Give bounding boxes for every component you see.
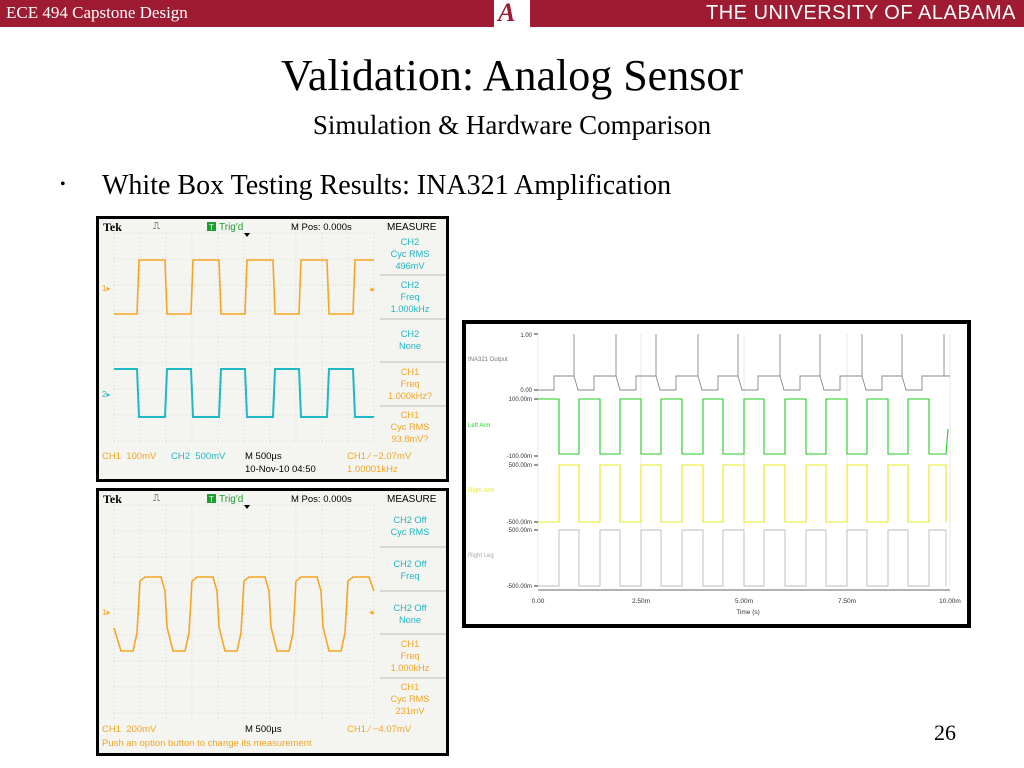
scope1-meas-1-ch: CH2 xyxy=(401,237,419,247)
sim-label-2: Left Arm xyxy=(468,423,490,429)
scope1-meas-2-type: Freq xyxy=(401,292,420,302)
scope1-trigger-icon: ⎍ xyxy=(153,221,160,232)
sim-y-7: 500.00m xyxy=(509,528,532,534)
sim-label-1: INA321 Output xyxy=(468,357,508,363)
oscilloscope-capture-2: Tek ⎍ T Trig'd M Pos: 0.000s MEASURE 1▸ … xyxy=(96,488,449,756)
scope1-meas-3-type: None xyxy=(399,341,421,351)
scope1-t-icon: T xyxy=(209,223,214,232)
scope1-mpos: M Pos: 0.000s xyxy=(291,222,352,233)
header-bar: ECE 494 Capstone Design A THE UNIVERSITY… xyxy=(0,0,1024,27)
sim-y-1: 1.00 xyxy=(520,333,532,339)
scope1-meas-2-ch: CH2 xyxy=(401,280,419,290)
sim-trace-right-arm xyxy=(538,464,947,523)
scope2-meas-3-type: None xyxy=(399,615,421,625)
sim-y-2: 0.00 xyxy=(520,388,532,394)
sim-label-4: Right Leg xyxy=(468,553,494,559)
scope1-meas-3-ch: CH2 xyxy=(401,329,419,339)
sim-y-4: -100.00m xyxy=(507,454,532,460)
scope2-mpos: M Pos: 0.000s xyxy=(291,494,352,505)
sim-y-3: 100.00m xyxy=(509,397,532,403)
sim-trace-right-leg xyxy=(538,529,947,587)
scope2-status: Trig'd xyxy=(219,494,243,505)
scope2-measure-menu: CH2 Off Cyc RMS CH2 Off Freq CH2 Off Non… xyxy=(380,515,446,716)
scope2-meas-4-ch: CH1 xyxy=(401,639,419,649)
svg-text:◂: ◂ xyxy=(369,607,374,617)
scope1-brand: Tek xyxy=(103,220,122,234)
scope2-meas-2-ch: CH2 Off xyxy=(393,559,426,569)
scope1-trigger-level: CH1 ∕ −2.07mV xyxy=(347,451,412,462)
sim-y-6: -500.00m xyxy=(507,520,532,526)
sim-x-tick-3: 5.00m xyxy=(735,598,753,605)
scope2-trigger-level: CH1 ∕ −4.07mV xyxy=(347,724,412,735)
scope2-meas-5-type: Cyc RMS xyxy=(391,694,430,704)
sim-x-label: Time (s) xyxy=(736,609,760,616)
scope2-brand: Tek xyxy=(103,492,122,506)
scope2-t-icon: T xyxy=(209,495,214,504)
scope2-meas-1-ch: CH2 Off xyxy=(393,515,426,525)
university-logo: A xyxy=(494,0,530,27)
scope1-ch2-trace xyxy=(114,368,374,418)
bullet-text: White Box Testing Results: INA321 Amplif… xyxy=(102,170,672,201)
scope1-meas-5-type: Cyc RMS xyxy=(391,422,430,432)
sim-y-8: -500.00m xyxy=(507,584,532,590)
scope2-menu-title: MEASURE xyxy=(387,494,437,505)
scope1-status: Trig'd xyxy=(219,222,243,233)
scope1-meas-4-value: 1.000kHz? xyxy=(388,391,432,401)
scope2-meas-3-ch: CH2 Off xyxy=(393,603,426,613)
scope1-date: 10-Nov-10 04:50 xyxy=(245,464,316,475)
logo-letter: A xyxy=(498,0,516,27)
sim-x-tick-2: 2.50m xyxy=(632,598,650,605)
scope1-meas-1-value: 496mV xyxy=(395,261,425,271)
scope1-measure-menu: CH2 Cyc RMS 496mV CH2 Freq 1.000kHz CH2 … xyxy=(380,237,446,444)
simulation-plot: INA321 Output 1.00 0.00 Left Arm 100.00m… xyxy=(462,320,971,628)
scope2-graticule xyxy=(113,504,375,719)
scope1-meas-2-value: 1.000kHz xyxy=(391,304,430,314)
sim-trace-left-arm xyxy=(538,398,949,455)
scope2-meas-2-type: Freq xyxy=(401,571,420,581)
scope2-meas-4-value: 1.000kHz xyxy=(391,663,430,673)
scope1-ch2-marker: 2▸ xyxy=(102,390,110,399)
scope1-meas-4-ch: CH1 xyxy=(401,367,419,377)
scope2-ch1-trace xyxy=(113,576,375,652)
sim-y-5: 500.00m xyxy=(509,463,532,469)
sim-label-3: Right Arm xyxy=(468,488,494,494)
university-name: THE UNIVERSITY OF ALABAMA xyxy=(706,2,1016,24)
scope2-meas-5-value: 231mV xyxy=(395,706,425,716)
slide-title: Validation: Analog Sensor xyxy=(281,51,743,100)
scope1-ch1-trace xyxy=(114,259,374,315)
sim-trace-output xyxy=(538,334,950,391)
scope2-timebase: M 500µs xyxy=(245,724,282,735)
scope1-ch2-scale: CH2 500mV xyxy=(171,451,226,462)
page-number: 26 xyxy=(934,720,956,745)
scope1-meas-4-type: Freq xyxy=(401,379,420,389)
course-title: ECE 494 Capstone Design xyxy=(6,3,188,22)
scope2-meas-5-ch: CH1 xyxy=(401,682,419,692)
scope1-meas-1-type: Cyc RMS xyxy=(391,249,430,259)
scope1-menu-title: MEASURE xyxy=(387,222,437,233)
bullet-icon: • xyxy=(60,176,66,193)
scope1-meas-5-ch: CH1 xyxy=(401,410,419,420)
scope2-hint: Push an option button to change its meas… xyxy=(102,738,312,749)
scope2-meas-4-type: Freq xyxy=(401,651,420,661)
oscilloscope-capture-1: Tek ⎍ T Trig'd M Pos: 0.000s MEASURE 1▸ … xyxy=(96,216,449,482)
slide-subtitle: Simulation & Hardware Comparison xyxy=(312,110,712,140)
scope1-ch1-scale: CH1 100mV xyxy=(102,451,157,462)
scope2-ch1-marker: 1▸ xyxy=(102,608,110,617)
scope2-ch1-scale: CH1 200mV xyxy=(102,724,157,735)
svg-text:◂: ◂ xyxy=(369,284,374,294)
scope1-meas-5-value: 93.8mV? xyxy=(392,434,429,444)
scope2-trigger-icon: ⎍ xyxy=(153,493,160,504)
scope2-meas-1-type: Cyc RMS xyxy=(391,527,430,537)
scope1-trigger-freq: 1.00001kHz xyxy=(347,464,398,475)
sim-x-tick-1: 0.00 xyxy=(532,598,545,605)
scope1-ch1-marker: 1▸ xyxy=(102,284,110,293)
sim-x-tick-5: 10.00m xyxy=(939,598,961,605)
sim-x-tick-4: 7.50m xyxy=(838,598,856,605)
scope1-timebase: M 500µs xyxy=(245,451,282,462)
